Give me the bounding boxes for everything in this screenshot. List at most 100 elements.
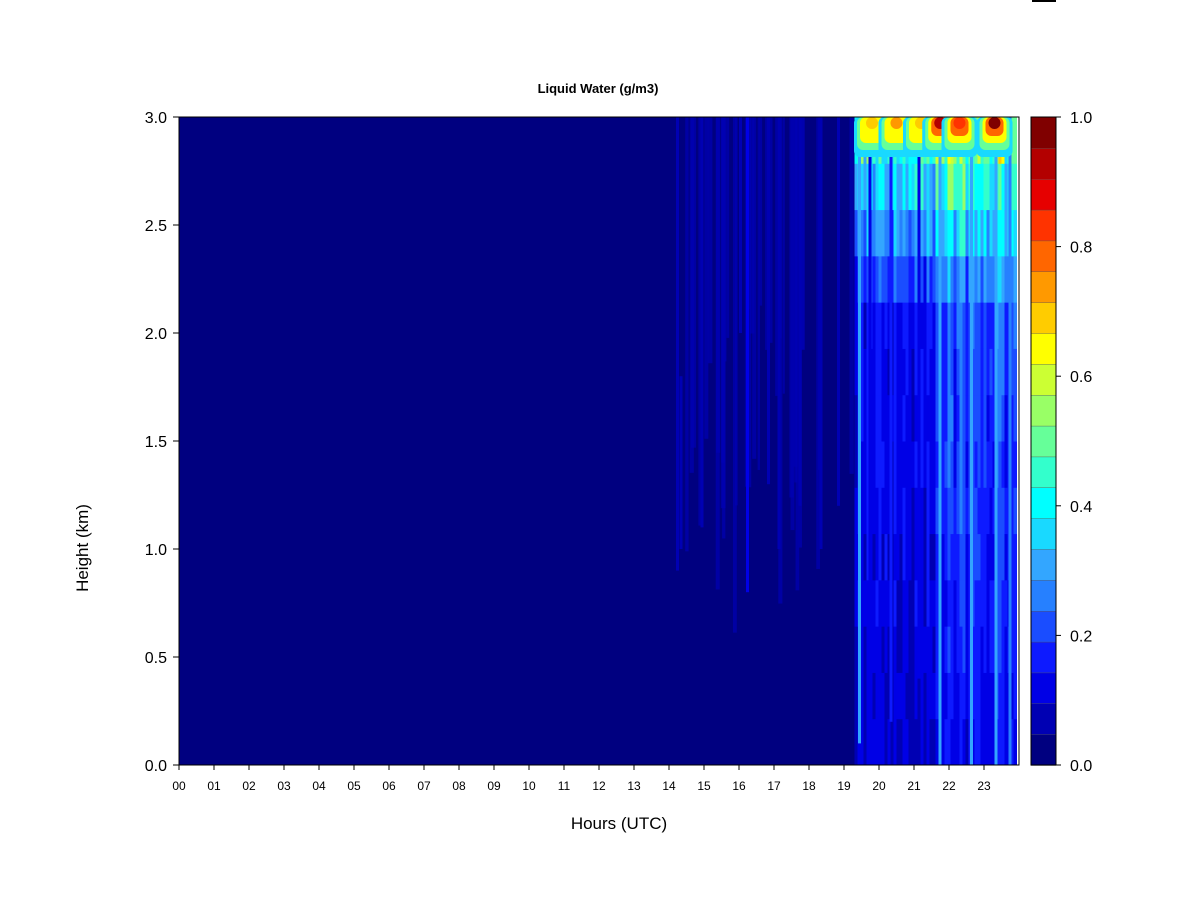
- heatmap-cell: [884, 302, 888, 349]
- heatmap-cell: [935, 441, 939, 488]
- heatmap-cell: [872, 718, 876, 766]
- heatmap-cell: [875, 348, 879, 396]
- heatmap-cell: [947, 394, 951, 442]
- heatmap-streak: [700, 117, 704, 528]
- heatmap-cell: [902, 163, 906, 211]
- heatmap-cell: [944, 533, 948, 581]
- heatmap-cell: [1013, 626, 1017, 673]
- heatmap-cell: [962, 487, 966, 535]
- y-tick-label: 1.0: [145, 542, 167, 559]
- heatmap-cell: [971, 487, 975, 535]
- heatmap-cell: [977, 441, 981, 488]
- heatmap-cell: [896, 163, 900, 211]
- heatmap-cell: [923, 163, 927, 211]
- heatmap-cell: [977, 302, 981, 349]
- heatmap-cell: [941, 302, 945, 349]
- x-tick-label: 10: [522, 779, 536, 793]
- heatmap-cell: [935, 533, 939, 581]
- heatmap-cell: [881, 394, 885, 442]
- heatmap-streak: [798, 117, 802, 506]
- heatmap-cell: [1004, 394, 1008, 442]
- heatmap-cell: [980, 626, 984, 673]
- heatmap-cloud-top-cell: [988, 117, 1001, 129]
- heatmap-cell: [962, 579, 966, 627]
- heatmap-cell: [920, 255, 924, 303]
- heatmap-cell: [902, 348, 906, 396]
- heatmap-cell: [860, 626, 864, 673]
- heatmap-cell: [866, 626, 870, 673]
- heatmap-cell: [956, 579, 960, 627]
- heatmap-cell: [881, 163, 885, 211]
- heatmap-cell: [962, 626, 966, 673]
- heatmap-cell: [923, 348, 927, 396]
- heatmap-cell: [914, 533, 918, 581]
- heatmap-cell: [914, 209, 918, 257]
- heatmap-cell: [986, 533, 990, 581]
- x-tick-label: 23: [977, 779, 991, 793]
- heatmap-cell: [899, 579, 903, 627]
- heatmap-cell: [1013, 255, 1017, 303]
- heatmap-cell: [944, 579, 948, 627]
- heatmap-cell: [953, 348, 957, 396]
- heatmap-cell: [887, 348, 891, 396]
- colorbar-segment: [1030, 733, 1057, 766]
- heatmap-cell: [971, 626, 975, 673]
- heatmap-cell: [707, 117, 713, 364]
- heatmap-cell: [1013, 579, 1017, 627]
- heatmap-cell: [965, 441, 969, 488]
- x-tick-label: 06: [382, 779, 396, 793]
- heatmap-cell: [944, 394, 948, 442]
- heatmap-cell: [986, 348, 990, 396]
- heatmap-cell: [911, 441, 915, 488]
- heatmap-cell: [926, 348, 930, 396]
- heatmap-cell: [959, 163, 963, 211]
- heatmap-streak: [721, 117, 725, 463]
- heatmap-cell: [959, 348, 963, 396]
- heatmap-cell: [1013, 718, 1017, 766]
- heatmap-cell: [998, 487, 1002, 535]
- colorbar-segment: [1030, 271, 1057, 303]
- heatmap-cell: [908, 533, 912, 581]
- heatmap-cell: [890, 718, 894, 766]
- heatmap-cell: [860, 348, 864, 396]
- heatmap-cell: [950, 579, 954, 627]
- heatmap-cell: [1001, 441, 1005, 488]
- heatmap-cell: [929, 163, 933, 211]
- heatmap-cell: [947, 302, 951, 349]
- heatmap-cell: [926, 718, 930, 766]
- heatmap-cell: [941, 579, 945, 627]
- y-tick-label: 3.0: [145, 110, 167, 127]
- heatmap-cell: [992, 718, 996, 766]
- heatmap-cell: [1010, 626, 1014, 673]
- heatmap-cell: [935, 348, 939, 396]
- heatmap-cell: [962, 348, 966, 396]
- heatmap-cell: [971, 163, 975, 211]
- colorbar: 0.0 0.2 0.4 0.6 0.8 1.0: [1030, 110, 1092, 775]
- heatmap-cell: [878, 626, 882, 673]
- heatmap-cell: [977, 487, 981, 535]
- heatmap-cell: [983, 163, 987, 211]
- heatmap-cell: [875, 441, 879, 488]
- heatmap-cell: [899, 626, 903, 673]
- heatmap-cell: [947, 672, 951, 720]
- heatmap-cell: [854, 394, 858, 442]
- heatmap-cell: [905, 579, 909, 627]
- heatmap-streak: [819, 117, 823, 549]
- heatmap-cell: [950, 626, 954, 673]
- heatmap-cell: [974, 255, 978, 303]
- heatmap-cell: [902, 533, 906, 581]
- heatmap-cell: [866, 672, 870, 720]
- heatmap-cell: [932, 348, 936, 396]
- heatmap-cell: [911, 163, 915, 211]
- heatmap-cell: [875, 672, 879, 720]
- heatmap-cell: [926, 579, 930, 627]
- y-axis-ticks: 0.0 0.5 1.0 1.5 2.0 2.5 3.0: [145, 110, 179, 775]
- plot-area: [178, 116, 1020, 766]
- heatmap-cell: [986, 163, 990, 211]
- heatmap-cell: [854, 348, 858, 396]
- heatmap-cell: [977, 626, 981, 673]
- heatmap-cell: [914, 487, 918, 535]
- heatmap-cell: [932, 579, 936, 627]
- colorbar-segment: [1030, 363, 1057, 396]
- heatmap-cell: [989, 533, 993, 581]
